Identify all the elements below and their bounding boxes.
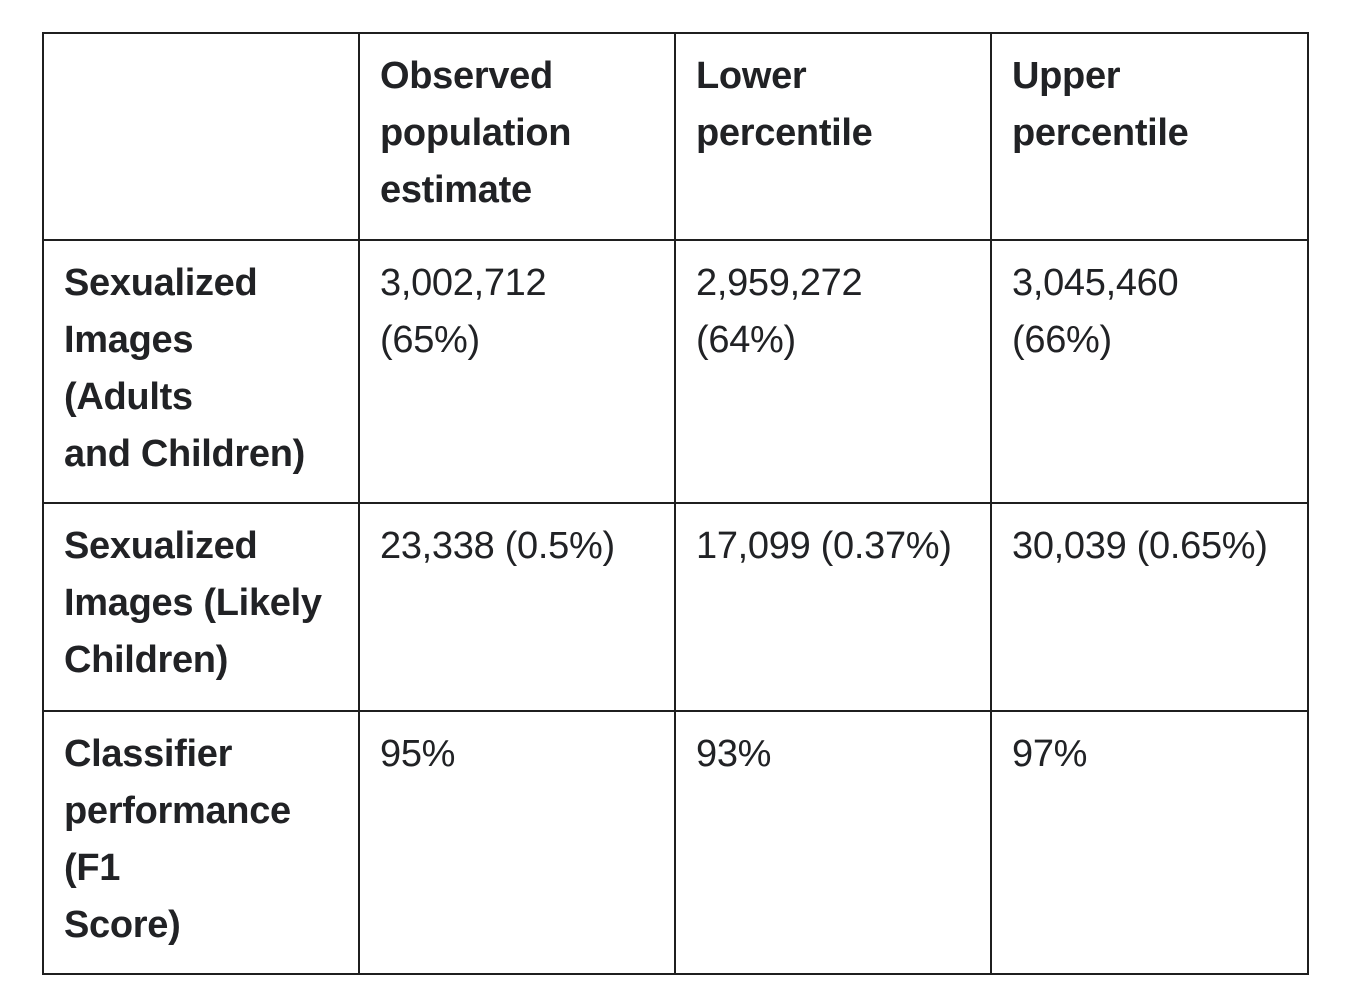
cell-classifier-upper: 97% <box>990 710 1309 975</box>
table-row-classifier-performance: Classifier performance (F1 Score) 95% 93… <box>42 710 1309 975</box>
row-header-sexualized-images-likely-children: Sexualized Images (Likely Children) <box>42 502 360 712</box>
corner-cell <box>42 32 360 241</box>
cell-adults-children-upper: 3,045,460 (66%) <box>990 239 1309 504</box>
col-header-observed-population-estimate: Observed population estimate <box>358 32 676 241</box>
table-row-sexualized-images-adults-children: Sexualized Images (Adults and Children) … <box>42 239 1309 504</box>
cell-classifier-observed: 95% <box>358 710 676 975</box>
row-header-sexualized-images-adults-children: Sexualized Images (Adults and Children) <box>42 239 360 504</box>
cell-classifier-lower: 93% <box>674 710 992 975</box>
table-header-row: Observed population estimate Lower perce… <box>42 32 1309 241</box>
cell-likely-children-upper: 30,039 (0.65%) <box>990 502 1309 712</box>
col-header-upper-percentile: Upper percentile <box>990 32 1309 241</box>
row-header-classifier-performance: Classifier performance (F1 Score) <box>42 710 360 975</box>
table-row-sexualized-images-likely-children: Sexualized Images (Likely Children) 23,3… <box>42 502 1309 712</box>
cell-likely-children-lower: 17,099 (0.37%) <box>674 502 992 712</box>
cell-adults-children-observed: 3,002,712 (65%) <box>358 239 676 504</box>
statistics-table-container: Observed population estimate Lower perce… <box>42 32 1309 975</box>
cell-adults-children-lower: 2,959,272 (64%) <box>674 239 992 504</box>
cell-likely-children-observed: 23,338 (0.5%) <box>358 502 676 712</box>
col-header-lower-percentile: Lower percentile <box>674 32 992 241</box>
population-estimate-table: Observed population estimate Lower perce… <box>42 32 1309 975</box>
